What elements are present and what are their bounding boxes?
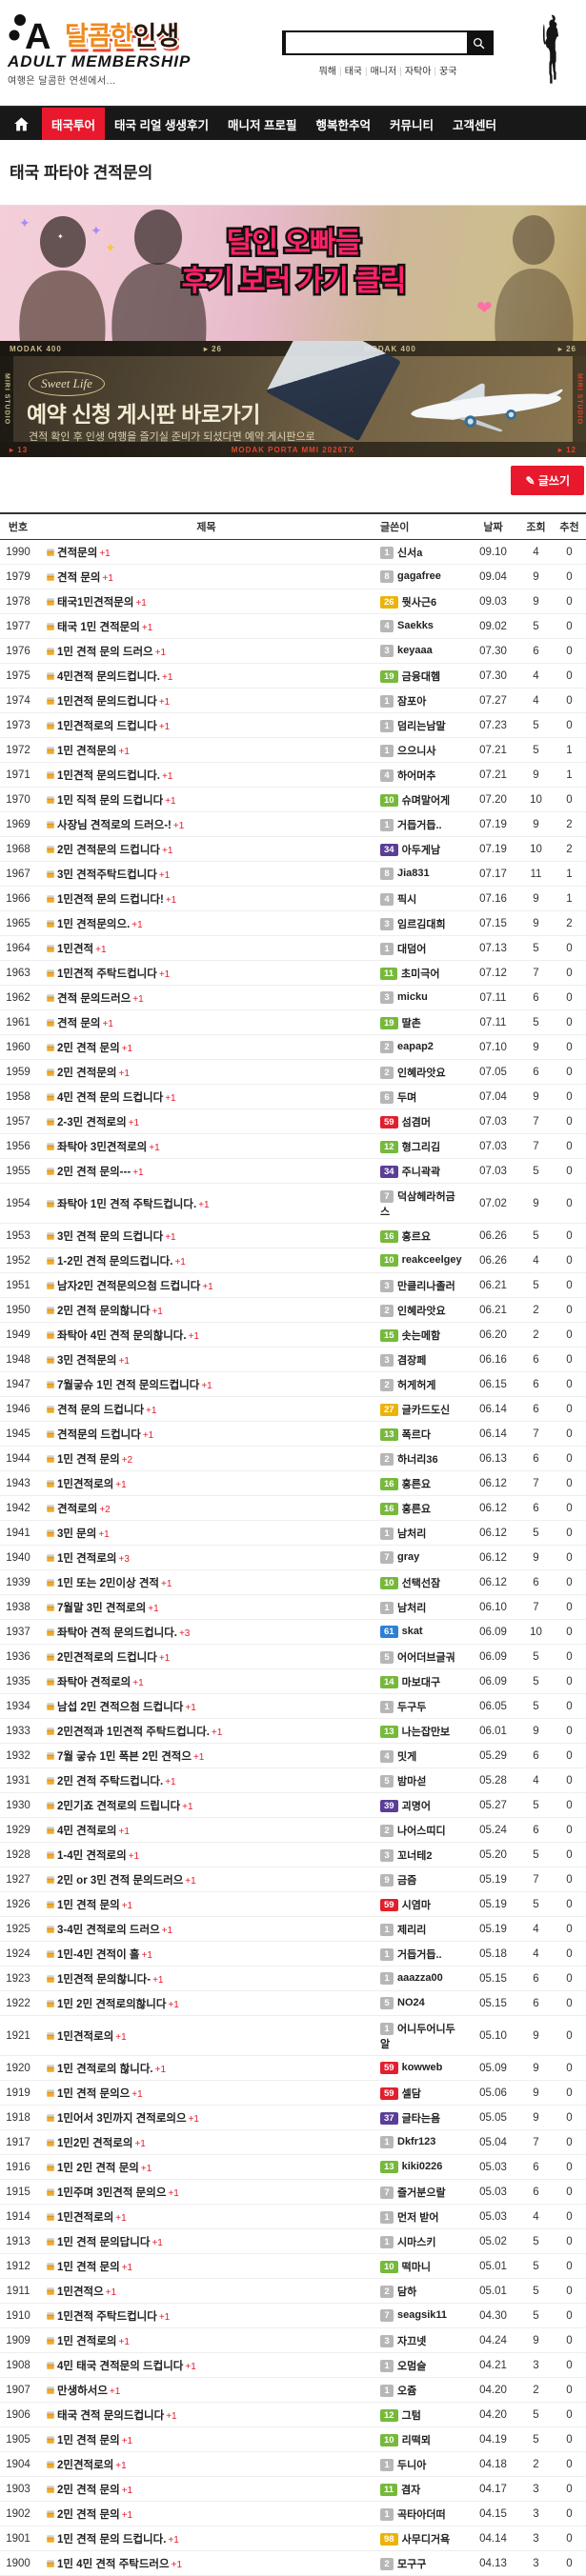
svg-text:A: A: [25, 17, 51, 54]
